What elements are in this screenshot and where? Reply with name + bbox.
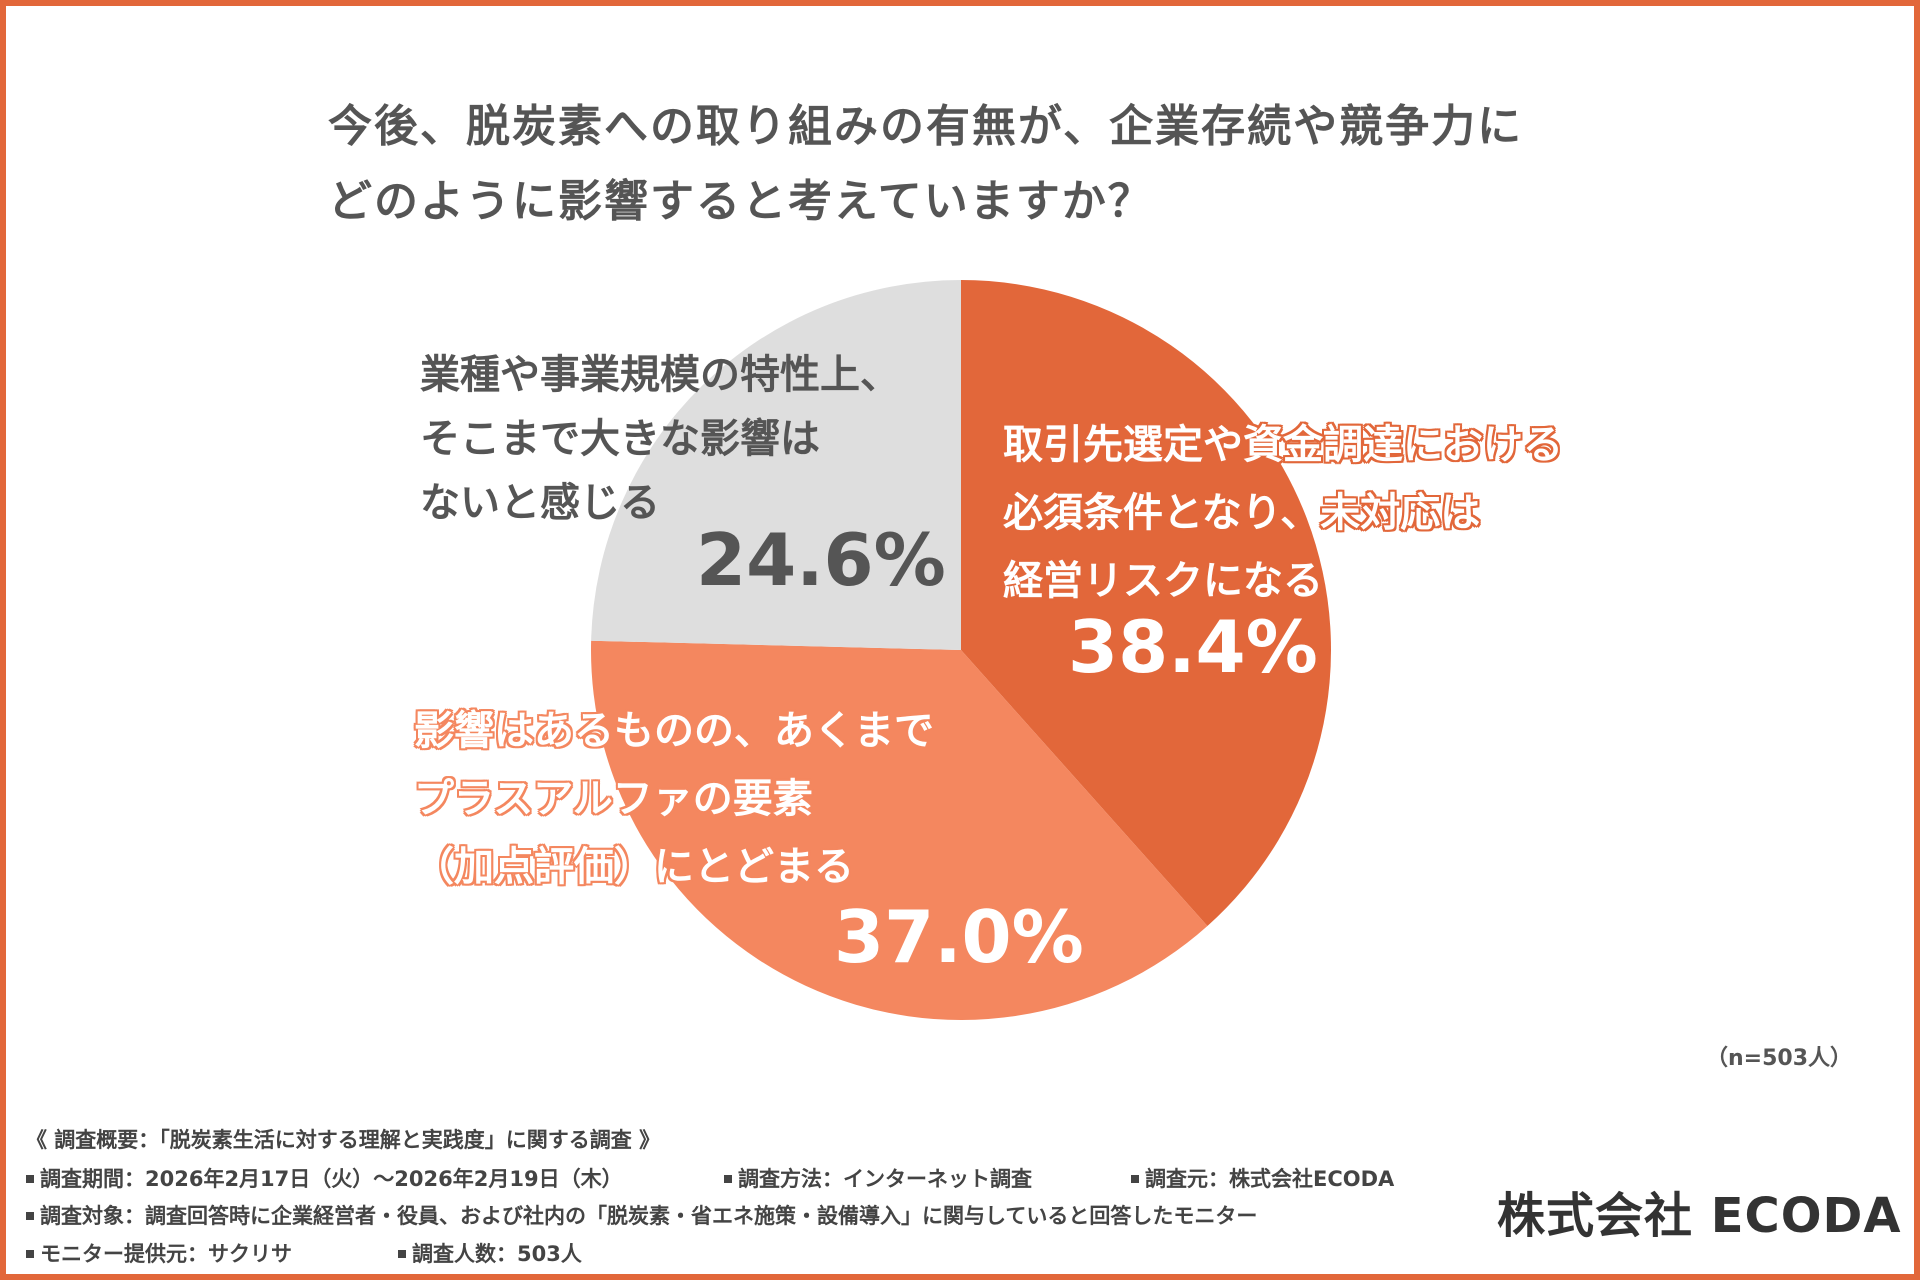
slice-3-label-line-1: 業種や事業規模の特性上、: [420, 352, 900, 398]
survey-provider-text: モニター提供元：サクリサ: [40, 1242, 292, 1266]
pie-slice-3: [591, 280, 961, 650]
survey-source: 調査元：株式会社ECODA: [1131, 1163, 1394, 1193]
chart-title-line-2: どのように影響すると考えていますか？: [328, 176, 1154, 227]
survey-target: 調査対象：調査回答時に企業経営者・役員、および社内の「脱炭素・省エネ施策・設備導…: [26, 1200, 1257, 1230]
slice-2-label-line-3: （加点評価）にとどまる: [414, 844, 854, 890]
survey-provider: モニター提供元：サクリサ: [26, 1238, 292, 1268]
slice-2-label-line-2: プラスアルファの要素: [414, 776, 813, 822]
survey-period: 調査期間：2026年2月17日（火）～2026年2月19日（木）: [26, 1163, 623, 1193]
bullet-square-icon: [26, 1211, 34, 1220]
bullet-square-icon: [26, 1174, 34, 1183]
slice-1-label-line-1: 取引先選定や資金調達における: [1003, 412, 1563, 470]
slice-3-label-line-2: そこまで大きな影響は: [420, 416, 820, 462]
company-logo: 株式会社 ECODA: [1497, 1188, 1902, 1244]
survey-count-text: 調査人数：503人: [412, 1242, 582, 1266]
survey-target-text: 調査対象：調査回答時に企業経営者・役員、および社内の「脱炭素・省エネ施策・設備導…: [40, 1204, 1258, 1228]
bullet-square-icon: [398, 1249, 406, 1258]
survey-count: 調査人数：503人: [398, 1238, 582, 1268]
survey-method-text: 調査方法：インターネット調査: [738, 1167, 1032, 1191]
chart-title-line-1: 今後、脱炭素への取り組みの有無が、企業存続や競争力に: [328, 101, 1524, 152]
slice-1-value-label: 38.4%: [1068, 605, 1318, 689]
survey-summary: 《 調査概要：「脱炭素生活に対する理解と実践度」に関する調査 》: [26, 1128, 661, 1152]
slice-1-label-line-1-text: 取引先選定や資金調達における: [1003, 422, 1563, 468]
pie-slice-2: [591, 640, 1208, 1021]
survey-period-text: 調査期間：2026年2月17日（火）～2026年2月19日（木）: [40, 1167, 623, 1191]
bullet-square-icon: [1131, 1174, 1139, 1183]
slice-2-label-line-1: 影響はあるものの、あくまで: [414, 708, 934, 754]
slice-1-label-line-3: 経営リスクになる: [1003, 558, 1323, 604]
sample-size-note: （n=503人）: [1706, 1046, 1853, 1071]
slice-2-value-label: 37.0%: [834, 895, 1084, 979]
slice-3-label-line-3: ないと感じる: [420, 480, 660, 526]
bullet-square-icon: [724, 1174, 732, 1183]
pie-slice-1: [961, 280, 1332, 926]
survey-method: 調査方法：インターネット調査: [724, 1163, 1032, 1193]
slice-1-label-line-2: 必須条件となり、未対応は: [1003, 490, 1481, 536]
survey-source-text: 調査元：株式会社ECODA: [1145, 1167, 1395, 1191]
slice-3-value-label: 24.6%: [696, 518, 946, 602]
bullet-square-icon: [26, 1249, 34, 1258]
